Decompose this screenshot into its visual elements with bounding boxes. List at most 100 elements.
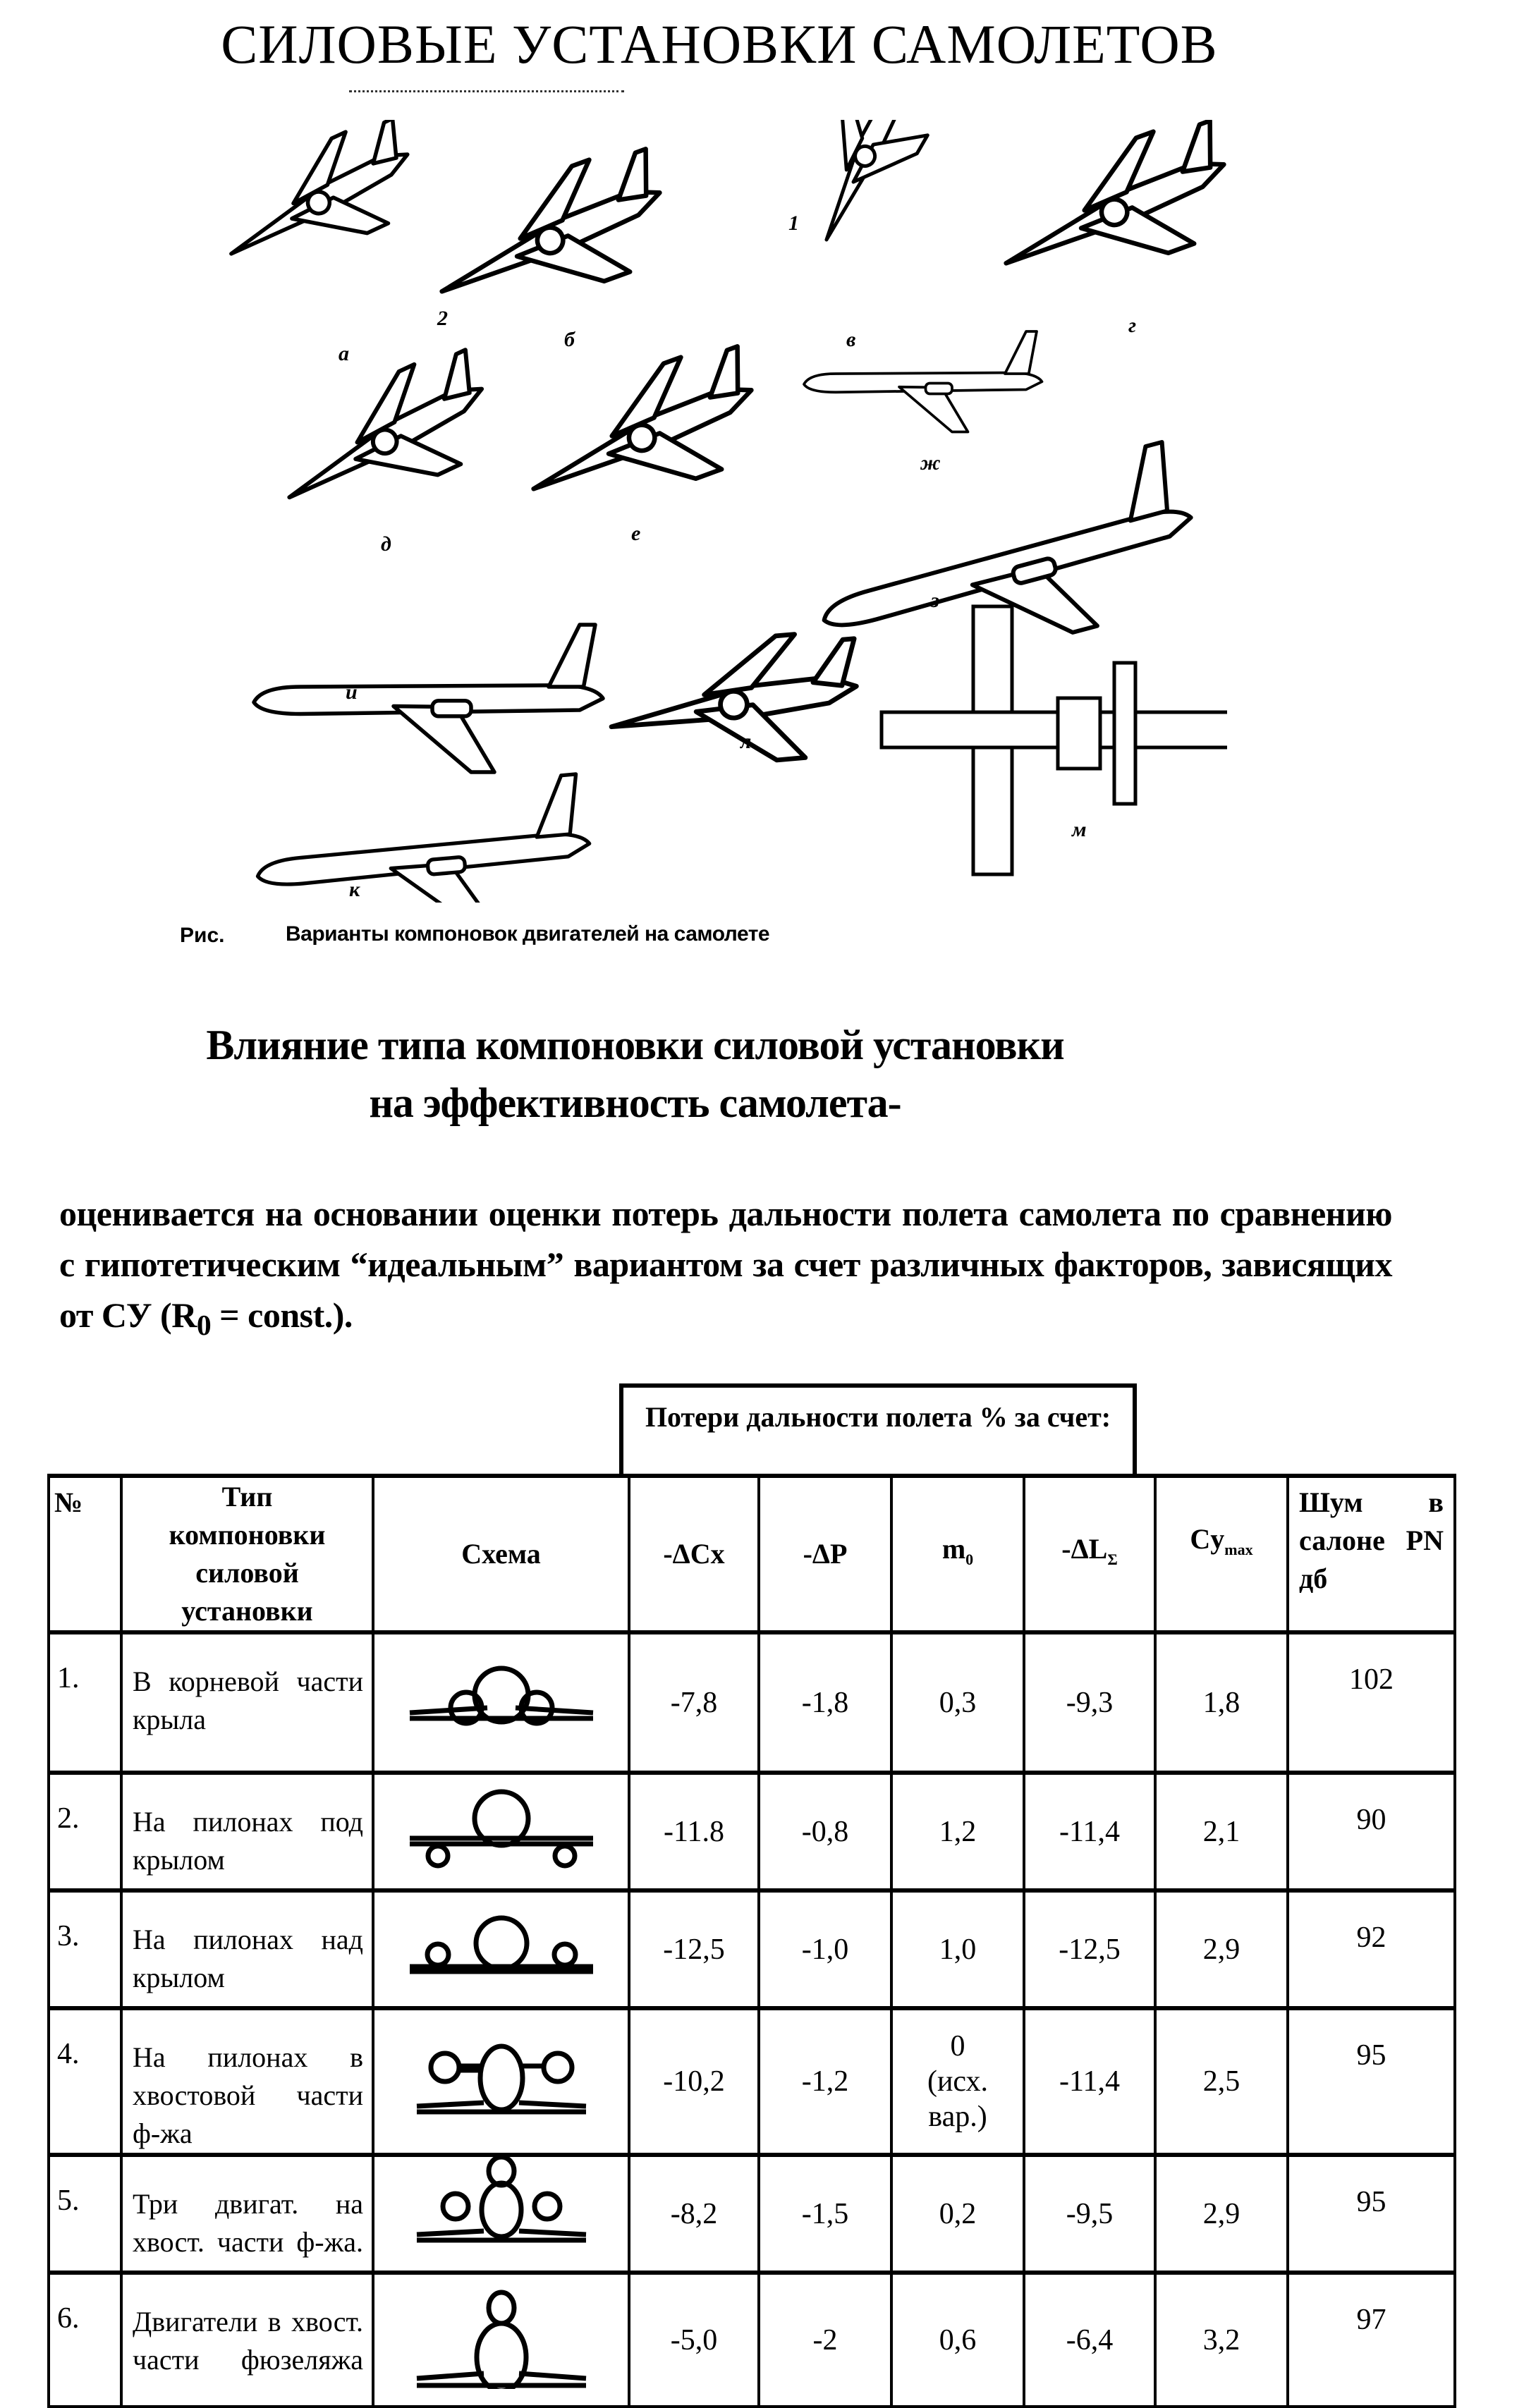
- aircraft-l: [605, 629, 865, 774]
- figure-label-g: г: [1128, 314, 1137, 337]
- row-noise: 95: [1286, 2007, 1456, 2156]
- scheme-tail-pylons-icon: [416, 2043, 586, 2114]
- engine-layout-table: № Тип компоновки силовой установки Схема…: [47, 1474, 1456, 2408]
- figure-caption-prefix: Рис.: [180, 924, 225, 947]
- intro-paragraph: оценивается на основании оценки потерь д…: [59, 1188, 1393, 1351]
- header-m0-text: m: [941, 1532, 966, 1565]
- row-dcx: -12,5: [628, 1889, 760, 2010]
- row-scheme: [372, 2271, 630, 2408]
- row-cy: 2,9: [1154, 2153, 1289, 2274]
- header-cy-text: Cy: [1190, 1523, 1225, 1555]
- aircraft-illustrations: [197, 120, 1250, 903]
- scheme-three-tail-icon: [416, 2154, 586, 2243]
- figure-label-1: 1: [788, 212, 799, 235]
- title-rule: [349, 90, 624, 92]
- row-scheme: [372, 2007, 630, 2156]
- row-dp: -1,5: [757, 2153, 893, 2274]
- table-row: 5. Три двигат. на хвост. части ф-жа. -8,2-…: [47, 2153, 1456, 2274]
- figure-label-2: 2: [437, 307, 448, 330]
- row-dl: -9,3: [1023, 1631, 1157, 1774]
- figure-label-a: а: [339, 342, 349, 365]
- row-dp: -0,8: [757, 1771, 893, 1892]
- header-m0-sub: 0: [965, 1550, 974, 1568]
- row-noise: 90: [1286, 1771, 1456, 1892]
- row-dp: -1,8: [757, 1631, 893, 1774]
- row-cy: 2,9: [1154, 1889, 1289, 2010]
- header-cy-sub: max: [1224, 1541, 1253, 1558]
- figure-caption: Варианты компоновок двигателей на самоле…: [286, 922, 770, 946]
- row-m0: 1,2: [890, 1771, 1025, 1892]
- paragraph-subscript: 0: [196, 1309, 212, 1342]
- aircraft-zh: [803, 330, 1044, 434]
- row-dcx: -11.8: [628, 1771, 760, 1892]
- row-dcx: -10,2: [628, 2007, 760, 2156]
- row-dl: -6,4: [1023, 2271, 1157, 2408]
- row-scheme: [372, 1889, 630, 2010]
- row-dp: -1,2: [757, 2007, 893, 2156]
- row-scheme: [372, 1631, 630, 1774]
- header-dcx: -ΔCx: [628, 1474, 760, 1634]
- row-cy: 1,8: [1154, 1631, 1289, 1774]
- header-noise: Шум в салоне PN дб: [1286, 1474, 1456, 1634]
- figure-label-i: и: [346, 680, 358, 704]
- header-number: №: [47, 1474, 123, 1634]
- row-dcx: -7,8: [628, 1631, 760, 1774]
- row-number: 6.: [47, 2271, 123, 2408]
- aircraft-d: [261, 342, 508, 535]
- figure-label-l: л: [740, 730, 752, 753]
- row-cy: 3,2: [1154, 2271, 1289, 2408]
- figure-label-b: б: [564, 328, 575, 351]
- row-dcx: -8,2: [628, 2153, 760, 2274]
- aircraft-figure: а б в г д е ж з и к л м 1 2: [197, 120, 1250, 903]
- scheme-tail-top-icon: [416, 2290, 586, 2394]
- aircraft-a: [205, 120, 432, 289]
- aircraft-i: [254, 625, 603, 772]
- header-scheme: Схема: [372, 1474, 630, 1634]
- aircraft-g: [981, 120, 1227, 306]
- aircraft-v: [778, 120, 950, 257]
- header-dl-text: -ΔL: [1061, 1532, 1108, 1565]
- header-cy: Cymax: [1154, 1474, 1289, 1634]
- row-layout-type: На пилонах в хвостовой части ф-жа: [120, 2007, 374, 2156]
- row-noise: 102: [1286, 1631, 1456, 1774]
- row-m0: 0,6: [890, 2271, 1025, 2408]
- row-dp: -2: [757, 2271, 893, 2408]
- scheme-under-wing-pylons-icon: [409, 1789, 593, 1869]
- row-layout-type: Двигатели в хвост. части фюзеляжа: [120, 2271, 374, 2408]
- row-dp: -1,0: [757, 1889, 893, 2010]
- row-layout-type: На пилонах над крылом: [120, 1889, 374, 2010]
- section-heading-line2: на эффективность самолета-: [369, 1080, 901, 1126]
- row-m0: 1,0: [890, 1889, 1025, 2010]
- paragraph-end: = const.).: [211, 1295, 353, 1335]
- aircraft-k: [251, 774, 595, 903]
- row-number: 1.: [47, 1631, 123, 1774]
- table-row: 6. Двигатели в хвост. части фюзеляжа -5,0-…: [47, 2271, 1456, 2408]
- group-header-range-losses: Потери дальности полета % за счет:: [619, 1383, 1137, 1474]
- table-row: 1. В корневой части крыла -7,8 -1,8 0,3 -9,3 1…: [47, 1631, 1456, 1774]
- row-dl: -9,5: [1023, 2153, 1157, 2274]
- table-row: 2. На пилонах под крылом -11.8 -0,8 1,2 -11,4…: [47, 1771, 1456, 1892]
- header-dp: -ΔP: [757, 1474, 893, 1634]
- row-number: 3.: [47, 1889, 123, 2010]
- header-dl-sub: Σ: [1107, 1550, 1118, 1568]
- header-dl: -ΔLΣ: [1023, 1474, 1157, 1634]
- row-m0: 0 (исх. вар.): [890, 2007, 1025, 2156]
- section-heading-line1: Влияние типа компоновки силовой установк…: [206, 1022, 1064, 1068]
- row-cy: 2,1: [1154, 1771, 1289, 1892]
- table-row: 3. На пилонах над крылом -12,5 -1,0 1,0 -12,5…: [47, 1889, 1456, 2010]
- page-title: СИЛОВЫЕ УСТАНОВКИ САМОЛЕТОВ: [221, 13, 1218, 75]
- row-dl: -11,4: [1023, 2007, 1157, 2156]
- header-m0: m0: [890, 1474, 1025, 1634]
- paragraph-text: оценивается на основании оценки потерь д…: [59, 1194, 1393, 1335]
- row-m0: 0,2: [890, 2153, 1025, 2274]
- row-number: 2.: [47, 1771, 123, 1892]
- row-layout-type: В корневой части крыла: [120, 1631, 374, 1774]
- row-number: 4.: [47, 2007, 123, 2156]
- row-scheme: [372, 2153, 630, 2274]
- figure-label-v: в: [846, 328, 856, 351]
- figure-label-e: е: [631, 522, 641, 545]
- row-layout-type: На пилонах под крылом: [120, 1771, 374, 1892]
- row-scheme: [372, 1771, 630, 1892]
- row-dl: -12,5: [1023, 1889, 1157, 2010]
- row-noise: 97: [1286, 2271, 1456, 2408]
